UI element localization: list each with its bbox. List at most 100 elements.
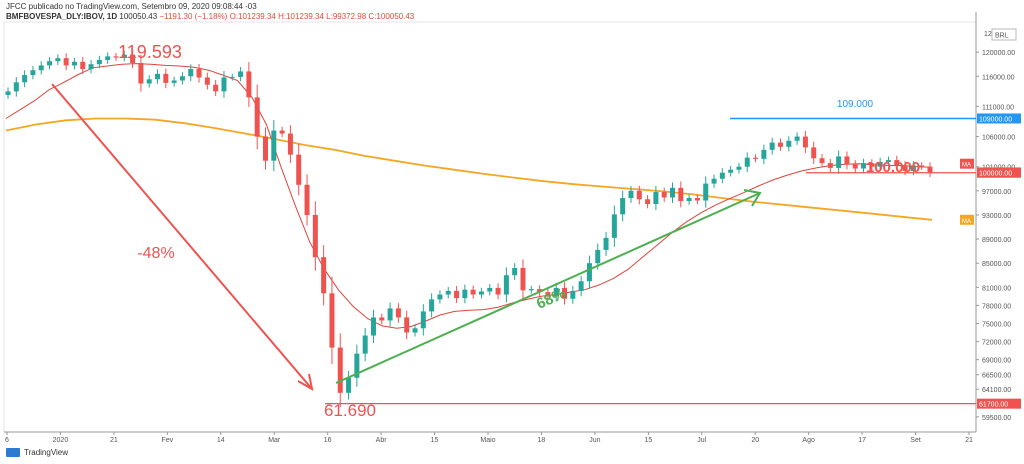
candle-body [80, 61, 86, 70]
candle-body [478, 291, 484, 295]
last-price: 100050.43 [119, 12, 158, 21]
candle-body [171, 80, 177, 83]
x-tick-label: 18 [538, 437, 546, 444]
y-tick-label: 89000.00 [982, 237, 1011, 244]
candle-body [204, 77, 210, 85]
candle-body [578, 281, 584, 291]
indicator-tag-label: MA [962, 163, 971, 169]
x-tick-label: Maio [480, 437, 495, 444]
candle-body [570, 290, 576, 299]
candle-body [155, 73, 161, 80]
candle-body [304, 184, 310, 215]
candle-body [395, 308, 401, 318]
y-tick-label: 75000.00 [982, 321, 1011, 328]
price-tag [977, 167, 1021, 178]
candle-body [603, 237, 609, 250]
rally-arrow [335, 192, 761, 384]
x-tick-label: 16 [324, 437, 332, 444]
close-value: C:100050.43 [368, 12, 415, 21]
candle-body [229, 76, 235, 78]
price-tag-label: 100000.00 [979, 171, 1012, 178]
candle-body [761, 149, 767, 159]
annotation-label: 109.000 [837, 99, 874, 110]
candle-body [279, 130, 285, 134]
candle-body [736, 166, 742, 170]
annotation-label: 100.000 [866, 159, 920, 176]
indicator-tag [960, 158, 974, 169]
candle-body [370, 317, 376, 336]
candle-body [287, 133, 293, 155]
candle-body [404, 317, 410, 333]
candle-body [537, 289, 543, 293]
candle-body [470, 289, 476, 295]
candle-body [562, 287, 568, 299]
candle-body [387, 308, 393, 321]
x-tick-label: 21 [110, 437, 118, 444]
y-tick-label: 116000.00 [982, 74, 1015, 81]
candle-body [836, 156, 842, 168]
candle-body [811, 147, 817, 159]
candle-body [802, 136, 808, 148]
price-tag [977, 398, 1021, 409]
candle-body [786, 140, 792, 147]
candle-body [869, 163, 875, 167]
candle-body [719, 172, 725, 179]
candle-body [769, 142, 775, 150]
candle-body [595, 249, 601, 264]
y-tick-label: 64100.00 [982, 387, 1011, 394]
y-tick-label: 106000.00 [982, 135, 1015, 142]
candle-body [88, 64, 94, 70]
candle-body [777, 142, 783, 147]
low-value: L:99372.98 [326, 12, 367, 21]
candle-body [686, 198, 692, 202]
candle-body [337, 347, 343, 393]
y-tick-label: 69000.00 [982, 358, 1011, 365]
publisher-line: JFCC publicado no TradingView.com, Setem… [6, 2, 257, 11]
candle-body [238, 71, 244, 77]
candle-body [520, 268, 526, 291]
x-tick-label: Jul [697, 437, 706, 444]
candle-body [312, 214, 318, 258]
candle-body [38, 65, 44, 71]
candle-body [262, 136, 268, 161]
candle-body [636, 190, 642, 200]
x-tick-label: 14 [217, 437, 225, 444]
candle-body [130, 54, 136, 63]
x-tick-label: 21 [965, 437, 973, 444]
candle-body [852, 164, 858, 169]
candle-body [678, 187, 684, 202]
candle-body [611, 214, 617, 238]
candle-body [586, 263, 592, 282]
symbol-name[interactable]: BMFBOVESPA_DLY:IBOV, 1D [6, 12, 118, 21]
tradingview-logo-icon [6, 448, 20, 457]
x-tick-label: 2020 [53, 437, 69, 444]
candle-body [138, 63, 144, 84]
candle-body [844, 156, 850, 165]
x-tick-label: Set [910, 437, 921, 444]
rally-arrowhead [743, 189, 762, 207]
candle-body [919, 165, 925, 167]
candle-body [711, 178, 717, 184]
candle-body [412, 328, 418, 333]
candle-body [437, 294, 443, 300]
x-tick-label: Abr [376, 437, 388, 444]
candle-body [321, 257, 327, 294]
ma-long-line [5, 117, 933, 221]
candle-body [670, 187, 676, 198]
candle-body [13, 82, 19, 92]
x-tick-label: Jun [589, 437, 600, 444]
candle-body [794, 136, 800, 141]
candle-body [96, 59, 102, 65]
y-tick-label: 78000.00 [982, 303, 1011, 310]
candle-body [653, 192, 659, 205]
candle-body [877, 161, 883, 167]
candle-body [354, 353, 360, 378]
x-tick-label: 17 [858, 437, 866, 444]
candle-body [221, 77, 227, 92]
candle-body [271, 130, 277, 161]
candle-body [329, 293, 335, 348]
candle-body [545, 292, 551, 297]
price-tag-label: 61700.00 [979, 402, 1008, 409]
candle-body [694, 198, 700, 201]
